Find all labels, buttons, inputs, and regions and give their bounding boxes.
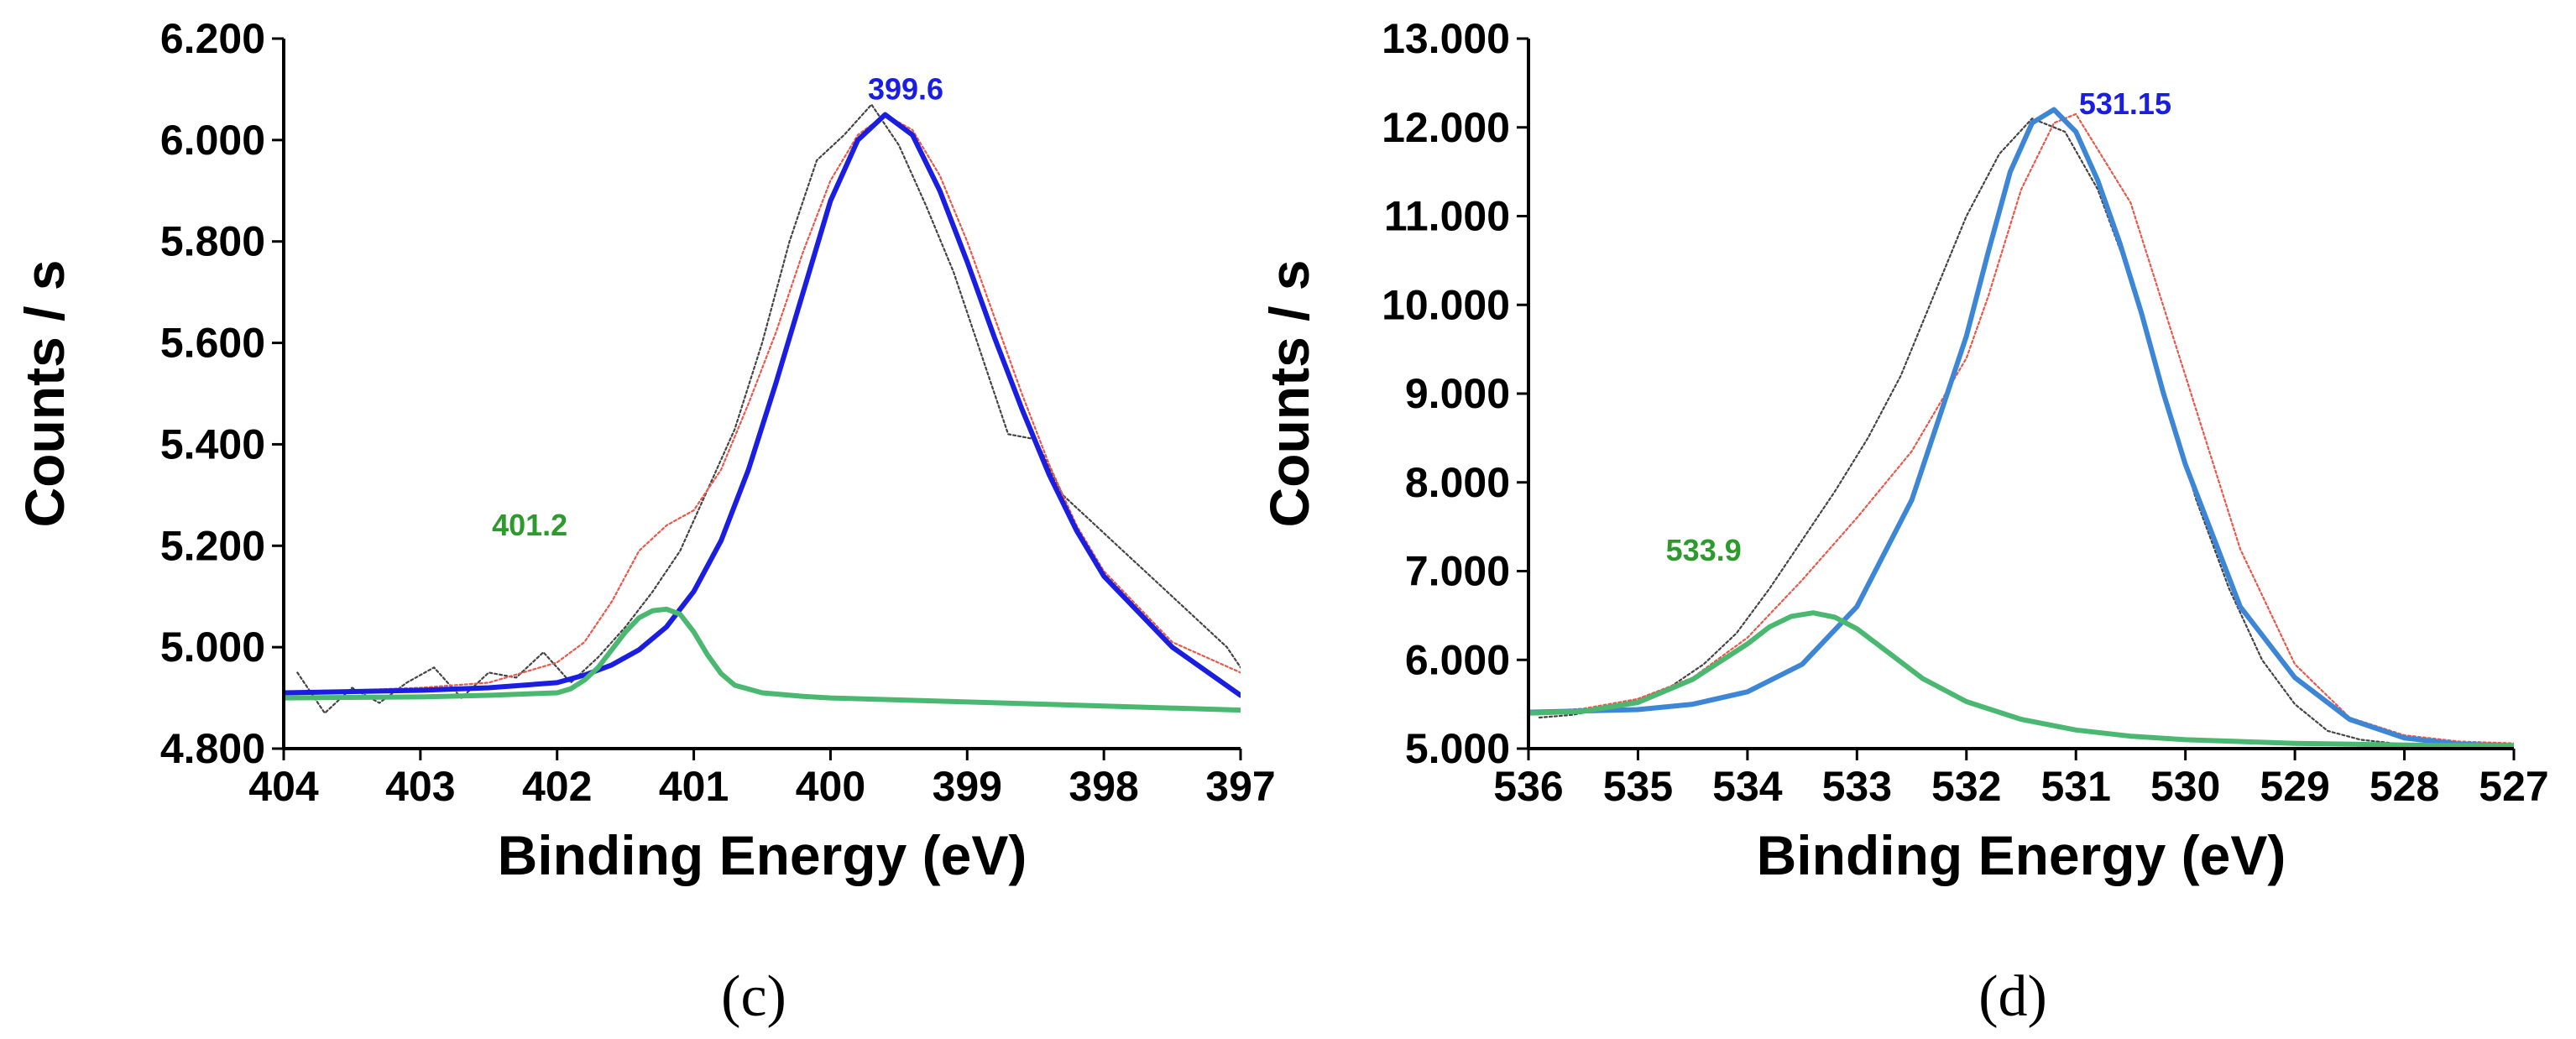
chart-d-series-envelope-line — [1528, 112, 2514, 744]
chart-d-y-tick-label: 7.000 — [1405, 548, 1510, 595]
chart-d-x-tick-label: 530 — [2150, 763, 2220, 810]
chart-c-y-tick-label: 6.000 — [160, 117, 265, 164]
chart-d-series-533-9-component-line — [1528, 610, 2514, 749]
chart-d-y-tick-label: 5.000 — [1405, 725, 1510, 772]
chart-c-peak-label-401-2: 401.2 — [492, 508, 567, 542]
chart-c-y-axis-title: Counts / s — [13, 259, 76, 527]
chart-c-x-tick-label: 400 — [796, 763, 865, 810]
chart-c-x-axis-title: Binding Energy (eV) — [498, 824, 1027, 886]
chart-d-x-tick-label: 534 — [1712, 763, 1783, 810]
chart-d-series-raw-data-line — [1538, 117, 2514, 749]
chart-c-series-group — [284, 103, 1241, 714]
chart-c-y-tick-label: 5.600 — [160, 320, 265, 367]
chart-c-y-tick-label: 5.800 — [160, 218, 265, 265]
chart-d-y-tick-label: 11.000 — [1384, 193, 1510, 240]
chart-c-x-tick-label: 398 — [1069, 763, 1138, 810]
chart-c-y-tick-label: 5.400 — [160, 420, 265, 467]
chart-d-y-tick-label: 8.000 — [1405, 459, 1510, 506]
chart-d-x-tick-label: 536 — [1493, 763, 1563, 810]
chart-c: 404 403 402 401 400 399 398 397 4.800 5.000 5.200 5… — [13, 15, 1276, 1029]
chart-d-x-tick-label: 527 — [2479, 763, 2548, 810]
chart-c-series-envelope-line — [284, 113, 1241, 694]
chart-d-y-tick-label: 10.000 — [1382, 281, 1510, 328]
chart-c-x-tick-label: 404 — [248, 763, 319, 810]
chart-c-y-tick-label: 5.000 — [160, 624, 265, 671]
chart-d-y-tick-label: 6.000 — [1405, 636, 1510, 683]
chart-d-x-tick-label: 535 — [1603, 763, 1673, 810]
chart-c-x-tick-label: 403 — [385, 763, 455, 810]
chart-d-x-tick-label: 528 — [2370, 763, 2439, 810]
chart-d-y-tick-label: 12.000 — [1382, 104, 1510, 151]
chart-d-peak-label-531-15: 531.15 — [2079, 86, 2171, 121]
chart-c-series-401-2-component-line — [284, 606, 1241, 713]
chart-c-series-raw-data-line — [296, 103, 1241, 714]
chart-d-series-531-15-component-line — [1528, 107, 2514, 749]
chart-d-x-axis-title: Binding Energy (eV) — [1757, 824, 2286, 886]
chart-d-x-tick-label: 529 — [2260, 763, 2329, 810]
chart-c-y-tick-label: 4.800 — [160, 725, 265, 772]
chart-c-y-tick-label: 5.200 — [160, 522, 265, 569]
chart-d: 536 535 534 533 532 531 530 529 528 527 5.000 6.000… — [1258, 15, 2549, 1029]
chart-c-peak-label-399-6: 399.6 — [868, 72, 943, 107]
chart-c-y-tick-label: 6.200 — [160, 15, 265, 62]
chart-d-y-tick-label: 9.000 — [1405, 370, 1510, 417]
chart-d-series-group — [1528, 107, 2514, 749]
chart-d-peak-label-533-9: 533.9 — [1666, 533, 1742, 567]
chart-d-panel-label: (d) — [1978, 964, 2047, 1029]
chart-d-x-tick-label: 533 — [1822, 763, 1892, 810]
chart-c-x-tick-label: 399 — [933, 763, 1002, 810]
chart-c-x-tick-label: 401 — [659, 763, 729, 810]
chart-d-y-tick-label: 13.000 — [1382, 15, 1510, 62]
chart-d-x-tick-label: 532 — [1931, 763, 2001, 810]
chart-d-x-tick-label: 531 — [2041, 763, 2111, 810]
chart-c-x-tick-label: 402 — [522, 763, 592, 810]
chart-d-y-axis-title: Counts / s — [1258, 259, 1320, 527]
chart-c-x-tick-label: 397 — [1205, 763, 1275, 810]
chart-c-panel-label: (c) — [721, 964, 786, 1029]
